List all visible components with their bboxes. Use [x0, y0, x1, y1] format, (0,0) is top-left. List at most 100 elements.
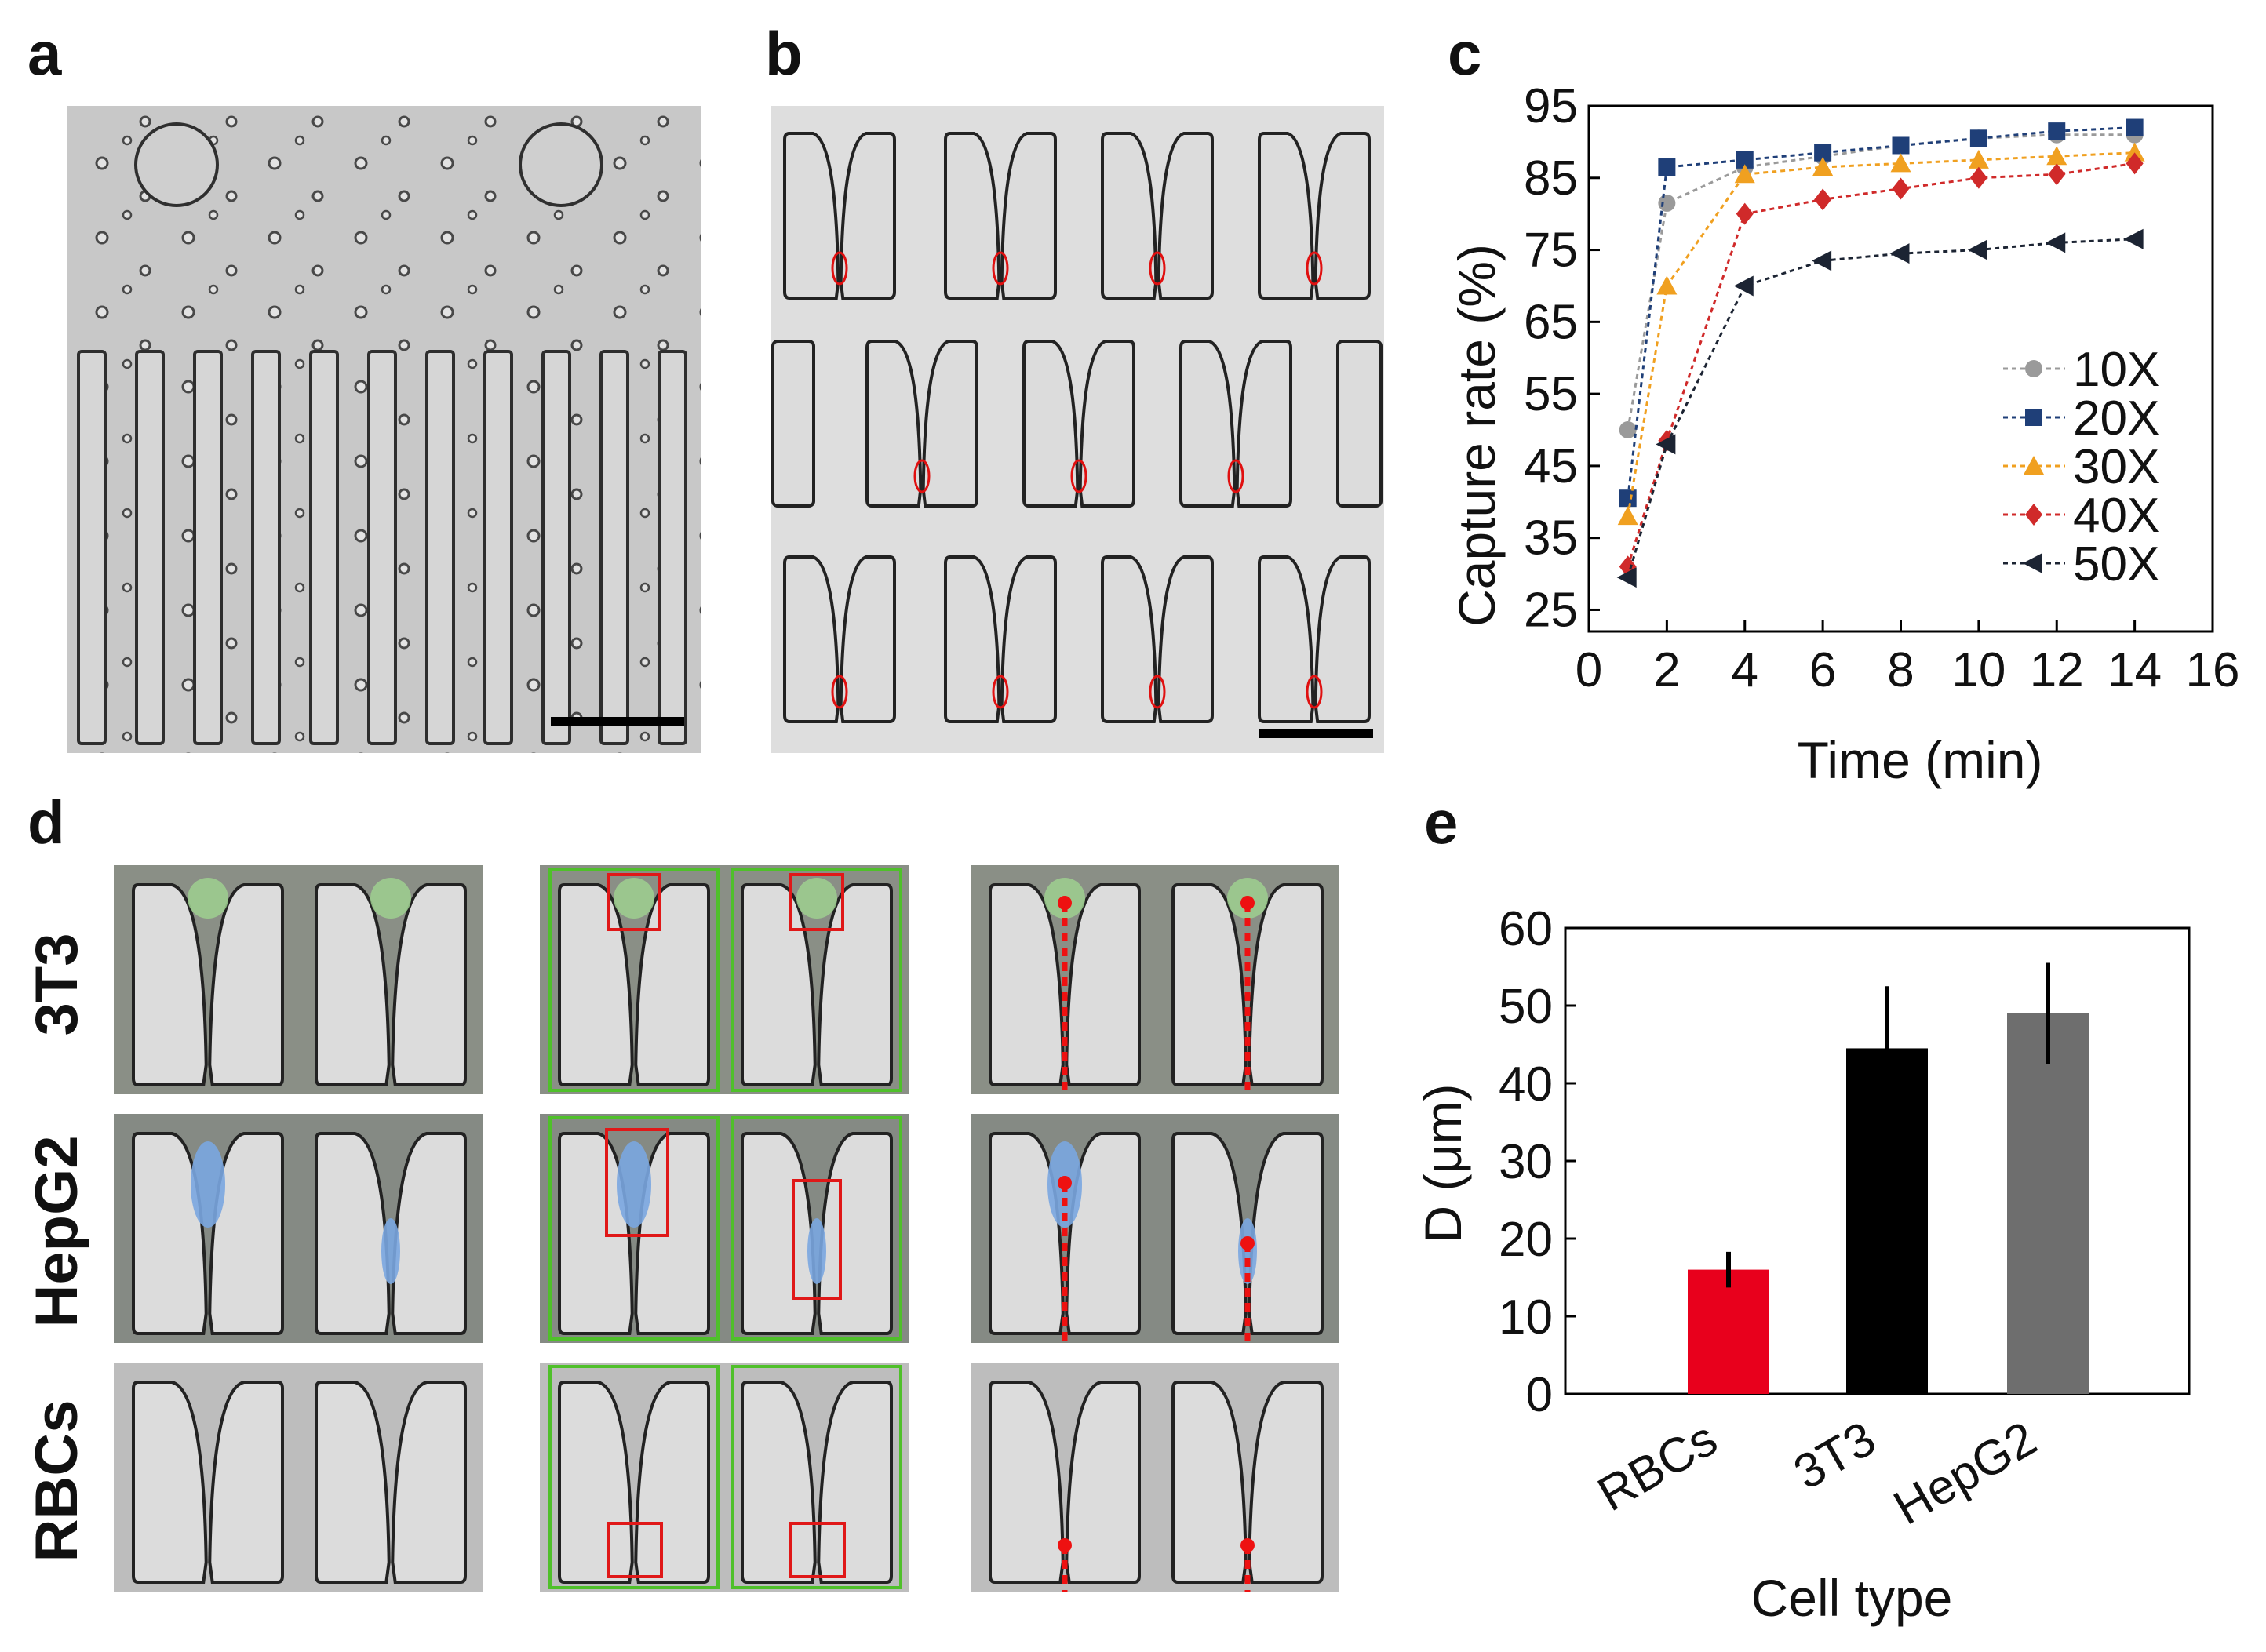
panel-b-trap-left	[1258, 555, 1315, 723]
chart-c-legend-label: 20X	[2073, 391, 2159, 446]
panel-d-trap-right	[817, 1381, 893, 1584]
chart-c-point	[1967, 239, 1987, 260]
panel-a-channel	[658, 350, 687, 745]
panel-a-micrograph	[67, 106, 701, 753]
panel-d-cell-hepg2	[381, 1218, 400, 1284]
panel-b-trap-left	[1022, 340, 1080, 508]
chart-c-xtick-label: 10	[1951, 643, 2006, 697]
panel-b-trap-right	[839, 132, 896, 300]
panel-d-trap-right	[634, 883, 710, 1086]
panel-a-channel	[135, 350, 165, 745]
panel-d-cell-3t3	[614, 878, 654, 919]
chart-e-category-label: HepG2	[1885, 1411, 2046, 1535]
chart-c-point	[1736, 151, 1754, 169]
chart-e-category-label: RBCs	[1589, 1411, 1726, 1522]
chart-c-legend-label: 50X	[2073, 537, 2159, 591]
panel-d-roi-green	[548, 1365, 720, 1589]
row-label-rbcs: RBCs	[24, 1400, 90, 1563]
panel-b-trap-right	[1078, 340, 1135, 508]
panel-d-trap-left	[558, 1381, 634, 1584]
panel-a-channel	[77, 350, 107, 745]
panel-b-trap-partial	[1336, 340, 1383, 508]
panel-b-trap-left	[865, 340, 923, 508]
chart-c-point	[2048, 122, 2066, 140]
panel-d-trap-left	[1171, 1381, 1248, 1584]
chart-c-legend-label: 10X	[2073, 343, 2159, 397]
panel-d-trap-left	[741, 1132, 817, 1335]
panel-b-micrograph	[771, 106, 1384, 753]
panel-b-trap-left	[783, 132, 840, 300]
panel-b-capture-mark	[1306, 251, 1323, 286]
chart-e-ytick-label: 60	[1499, 902, 1553, 956]
chart-e-ytick-label: 20	[1499, 1213, 1553, 1267]
panel-d-trap-left	[1171, 883, 1248, 1086]
panel-d-trap-left	[132, 1132, 208, 1335]
panel-b-trap-left	[783, 555, 840, 723]
panel-d-roi-green	[548, 1116, 720, 1341]
chart-c-point	[1890, 153, 1911, 173]
chart-e-ytick-label: 30	[1499, 1135, 1553, 1189]
panel-b-trap-right	[1235, 340, 1292, 508]
panel-b-trap-right	[839, 555, 896, 723]
chart-c-xlabel: Time (min)	[1798, 731, 2043, 789]
panel-b-trap-left	[1101, 555, 1158, 723]
panel-b-trap-right	[921, 340, 978, 508]
panel-d-trap-right	[208, 1132, 284, 1335]
panel-d-cell-3t3	[370, 878, 411, 919]
panel-b-trap-right	[1000, 555, 1057, 723]
chart-c-ytick-label: 25	[1524, 583, 1578, 637]
panel-d-micrographs: 3T3 HepG2 RBCs	[24, 865, 1339, 1592]
panel-b-trap-left	[1258, 132, 1315, 300]
panel-d-roi-green	[731, 1365, 902, 1589]
chart-c-legend-marker	[2023, 553, 2042, 573]
panel-b-trap-right	[1157, 132, 1214, 300]
chart-c-ytick-label: 65	[1524, 295, 1578, 349]
panel-b-trap-left	[1101, 132, 1158, 300]
chart-c-point	[1812, 157, 1834, 176]
chart-c-ytick-label: 35	[1524, 511, 1578, 566]
panel-d-trap-right	[1248, 883, 1324, 1086]
panel-d-roi-red	[607, 873, 661, 931]
chart-c-series-line	[1627, 126, 2135, 499]
panel-d-trap-left	[741, 883, 817, 1086]
panel-a-channel	[367, 350, 397, 745]
panel-e-chart: D (μm) Cell type 0 10 20 30 40 50 60 RBCs 3T3 Hep…	[1414, 902, 2191, 1627]
chart-c-point	[1658, 194, 1676, 212]
chart-c-ylabel: Capture rate (%)	[1448, 244, 1506, 627]
panel-letter-e: e	[1424, 788, 1458, 857]
panel-d-trap-left	[132, 883, 208, 1086]
chart-c-point	[1969, 129, 1987, 147]
chart-c-point	[1658, 158, 1676, 176]
chart-c-legend-marker	[2024, 456, 2044, 475]
panel-b-trap-left	[944, 555, 1001, 723]
chart-e-ytick-label: 10	[1499, 1290, 1553, 1345]
chart-c-point	[2046, 146, 2067, 166]
chart-e-xlabel: Cell type	[1751, 1569, 1953, 1627]
chart-e-ylabel: D (μm)	[1414, 1084, 1472, 1243]
panel-d-trap-right	[817, 1132, 893, 1335]
chart-c-point	[1736, 202, 1754, 225]
panel-b-capture-mark	[913, 459, 931, 493]
panel-d-cell-3t3	[796, 878, 837, 919]
chart-c-ytick-label: 45	[1524, 439, 1578, 493]
chart-c-point	[2048, 163, 2066, 186]
panel-d-cell-hepg2	[617, 1141, 651, 1228]
panel-d-roi-red	[789, 873, 844, 931]
chart-c-point	[2126, 152, 2144, 175]
panel-d-trap-left	[315, 883, 391, 1086]
chart-e-bar	[1688, 1269, 1769, 1394]
chart-c-xtick-label: 4	[1732, 643, 1758, 697]
panel-a-channel	[483, 350, 513, 745]
panel-d-trap-left	[1171, 1132, 1248, 1335]
chart-c-ytick-label: 55	[1524, 367, 1578, 421]
panel-a-bubble	[134, 122, 219, 207]
panel-b-capture-mark	[992, 675, 1009, 709]
panel-b-trap-partial	[771, 340, 815, 508]
chart-c-xtick-label: 2	[1653, 643, 1680, 697]
chart-c-series-line	[1627, 151, 2135, 517]
panel-a-channel	[541, 350, 571, 745]
chart-c-point	[1814, 144, 1832, 162]
panel-d-trap-left	[315, 1132, 391, 1335]
panel-letter-b: b	[765, 19, 803, 88]
